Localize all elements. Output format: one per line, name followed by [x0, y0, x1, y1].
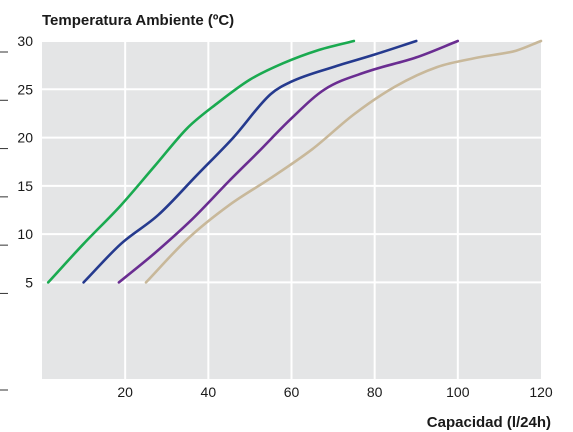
y-axis-label: Temperatura Ambiente (ºC): [42, 12, 234, 29]
y-tick-label: 15: [17, 178, 33, 194]
x-tick-label: 80: [367, 384, 383, 400]
x-tick-label: 20: [117, 384, 133, 400]
x-tick-label: 60: [284, 384, 300, 400]
side-tick-marks: [0, 52, 8, 390]
y-tick-label: 20: [17, 130, 33, 146]
x-axis-ticks: 20 40 60 80 100 120: [117, 384, 553, 400]
x-tick-label: 120: [529, 384, 553, 400]
y-tick-label: 25: [17, 81, 33, 97]
x-tick-label: 100: [446, 384, 470, 400]
y-tick-label: 5: [25, 274, 33, 290]
x-tick-label: 40: [201, 384, 217, 400]
y-tick-label: 10: [17, 226, 33, 242]
y-axis-ticks: 5 10 15 20 25 30: [17, 33, 33, 290]
y-tick-label: 30: [17, 33, 33, 49]
x-axis-label: Capacidad (l/24h): [427, 414, 551, 431]
